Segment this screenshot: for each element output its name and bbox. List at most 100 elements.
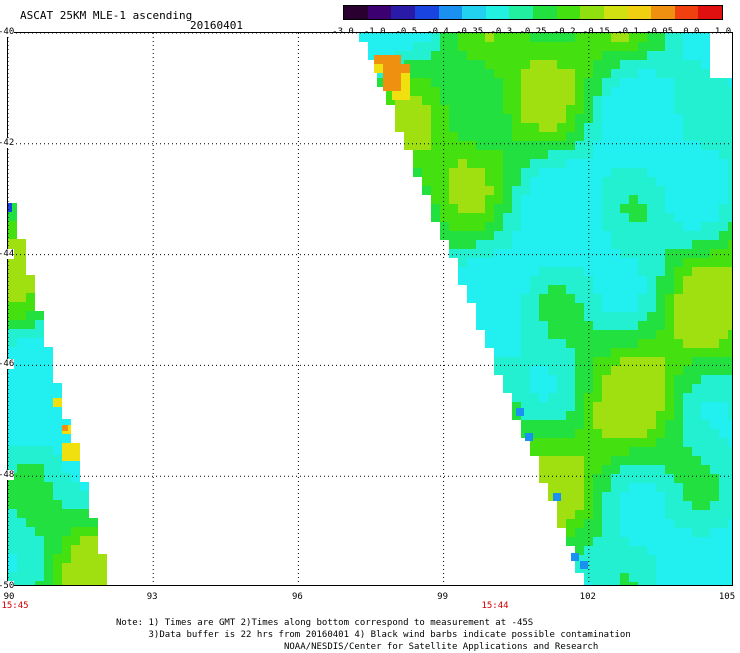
swath-cell <box>647 438 656 447</box>
swath-cell <box>602 303 611 312</box>
swath-cell <box>35 338 44 347</box>
swath-cell <box>665 582 674 585</box>
swath-cell <box>530 375 539 384</box>
swath-cell <box>422 168 431 177</box>
swath-cell <box>647 339 656 348</box>
swath-cell <box>683 186 692 195</box>
swath-cell <box>638 123 647 132</box>
swath-cell <box>611 105 620 114</box>
swath-cell <box>539 447 548 456</box>
swath-cell <box>683 411 692 420</box>
swath-cell <box>656 294 665 303</box>
swath-cell <box>35 473 44 482</box>
swath-cell <box>665 294 674 303</box>
swath-cell <box>719 510 728 519</box>
swath-cell <box>467 294 476 303</box>
swath-cell <box>638 537 647 546</box>
swath-cell <box>503 123 512 132</box>
swath-cell <box>647 474 656 483</box>
swath-cell <box>701 447 710 456</box>
swath-cell <box>593 132 602 141</box>
swath-cell <box>521 204 530 213</box>
swath-cell <box>629 339 638 348</box>
swath-cell <box>530 276 539 285</box>
swath-cell <box>8 266 17 275</box>
swath-cell <box>593 546 602 555</box>
swath-cell <box>512 114 521 123</box>
swath-cell <box>566 519 575 528</box>
swath-cell <box>512 177 521 186</box>
swath-cell <box>530 159 539 168</box>
swath-cell <box>557 186 566 195</box>
swath-cell <box>647 375 656 384</box>
swath-cell <box>467 159 476 168</box>
swath-cell <box>557 222 566 231</box>
swath-cell <box>602 348 611 357</box>
swath-cell <box>584 294 593 303</box>
swath-cell <box>701 528 710 537</box>
swath-cell <box>494 33 503 42</box>
swath-cell <box>629 150 638 159</box>
swath-cell <box>62 482 71 491</box>
swath-cell <box>512 357 521 366</box>
swath-cell <box>8 203 12 212</box>
swath-cell <box>557 150 566 159</box>
swath-cell <box>683 213 692 222</box>
swath-cell <box>683 87 692 96</box>
swath-cell <box>467 204 476 213</box>
swath-cell <box>566 141 575 150</box>
swath-cell <box>701 231 710 240</box>
swath-cell <box>494 285 503 294</box>
swath-cell <box>35 419 44 428</box>
swath-cell <box>539 213 548 222</box>
swath-cell <box>53 437 62 446</box>
swath-cell <box>620 456 629 465</box>
swath-cell <box>8 554 17 563</box>
swath-cell <box>629 375 638 384</box>
swath-cell <box>17 455 26 464</box>
swath-cell <box>548 222 557 231</box>
swath-cell <box>548 69 557 78</box>
swath-cell <box>728 339 732 348</box>
swath-cell <box>89 572 98 581</box>
swath-cell <box>557 420 566 429</box>
swath-cell <box>566 474 575 483</box>
swath-cell <box>728 114 732 123</box>
swath-cell <box>728 105 732 114</box>
swath-cell <box>629 420 638 429</box>
swath-cell <box>665 150 674 159</box>
swath-cell <box>485 294 494 303</box>
swath-cell <box>647 366 656 375</box>
swath-cell <box>620 348 629 357</box>
swath-cell <box>701 411 710 420</box>
swath-cell <box>494 339 503 348</box>
swath-cell <box>71 491 80 500</box>
swath-cell <box>656 186 665 195</box>
swath-cell <box>539 393 548 402</box>
swath-cell <box>710 474 719 483</box>
swath-cell <box>593 195 602 204</box>
swath-cell <box>467 42 476 51</box>
swath-cell <box>575 60 584 69</box>
swath-cell <box>719 114 728 123</box>
swath-cell <box>368 33 377 42</box>
swath-cell <box>575 132 584 141</box>
swath-cell <box>440 87 449 96</box>
swath-cell <box>422 150 431 159</box>
swath-cell <box>665 60 674 69</box>
swath-cell <box>383 64 392 73</box>
swath-cell <box>692 375 701 384</box>
swath-cell <box>674 546 683 555</box>
swath-cell <box>692 555 701 564</box>
swath-cell <box>530 303 539 312</box>
swath-cell <box>728 267 732 276</box>
swath-cell <box>638 402 647 411</box>
swath-cell <box>80 491 89 500</box>
swath-cell <box>593 69 602 78</box>
swath-cell <box>26 491 35 500</box>
swath-cell <box>602 519 611 528</box>
swath-cell <box>692 582 701 585</box>
swath-cell <box>593 474 602 483</box>
swath-cell <box>602 357 611 366</box>
swath-cell <box>530 384 539 393</box>
